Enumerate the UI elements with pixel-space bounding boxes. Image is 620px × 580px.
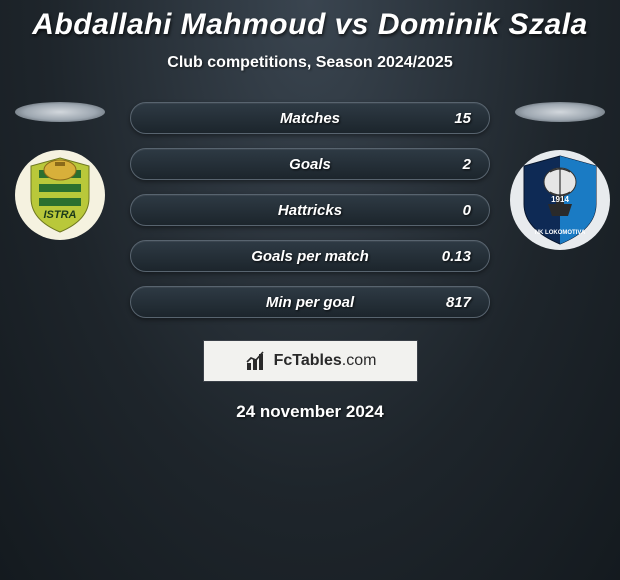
stat-value-right: 0.13 — [442, 248, 471, 265]
right-shadow-ellipse — [515, 102, 605, 122]
logo-text-light: .com — [342, 352, 377, 369]
left-side: ISTRA — [10, 102, 110, 240]
fctables-logo: FcTables.com — [203, 340, 418, 382]
stat-value-right: 0 — [463, 202, 471, 219]
main-row: ISTRA Matches 15 Goals 2 Hattricks 0 Goa… — [0, 102, 620, 318]
stat-value-right: 817 — [446, 294, 471, 311]
stat-row-goals: Goals 2 — [130, 148, 490, 180]
stat-value-right: 15 — [454, 110, 471, 127]
logo-text-bold: FcTables — [274, 352, 342, 369]
stats-column: Matches 15 Goals 2 Hattricks 0 Goals per… — [130, 102, 490, 318]
logo-text: FcTables.com — [274, 352, 377, 370]
stat-value-right: 2 — [463, 156, 471, 173]
svg-text:NK LOKOMOTIVA: NK LOKOMOTIVA — [535, 230, 586, 236]
lokomotiva-crest-icon: 1914 NK LOKOMOTIVA — [518, 154, 602, 246]
right-team-badge: 1914 NK LOKOMOTIVA — [510, 150, 610, 250]
stat-label: Hattricks — [278, 202, 342, 219]
svg-text:ISTRA: ISTRA — [44, 209, 77, 221]
svg-text:1914: 1914 — [551, 195, 569, 204]
stat-label: Matches — [280, 110, 340, 127]
date-label: 24 november 2024 — [236, 402, 383, 422]
left-team-badge: ISTRA — [15, 150, 105, 240]
istra-crest-icon: ISTRA — [25, 156, 95, 234]
stat-label: Goals per match — [251, 248, 369, 265]
stat-row-hattricks: Hattricks 0 — [130, 194, 490, 226]
comparison-card: Abdallahi Mahmoud vs Dominik Szala Club … — [0, 0, 620, 422]
page-title: Abdallahi Mahmoud vs Dominik Szala — [32, 8, 587, 42]
stat-row-matches: Matches 15 — [130, 102, 490, 134]
stat-label: Min per goal — [266, 294, 354, 311]
stat-label: Goals — [289, 156, 331, 173]
page-subtitle: Club competitions, Season 2024/2025 — [167, 54, 452, 72]
right-side: 1914 NK LOKOMOTIVA — [510, 102, 610, 250]
stat-row-min-per-goal: Min per goal 817 — [130, 286, 490, 318]
stat-row-goals-per-match: Goals per match 0.13 — [130, 240, 490, 272]
left-shadow-ellipse — [15, 102, 105, 122]
bar-chart-icon — [244, 349, 268, 373]
